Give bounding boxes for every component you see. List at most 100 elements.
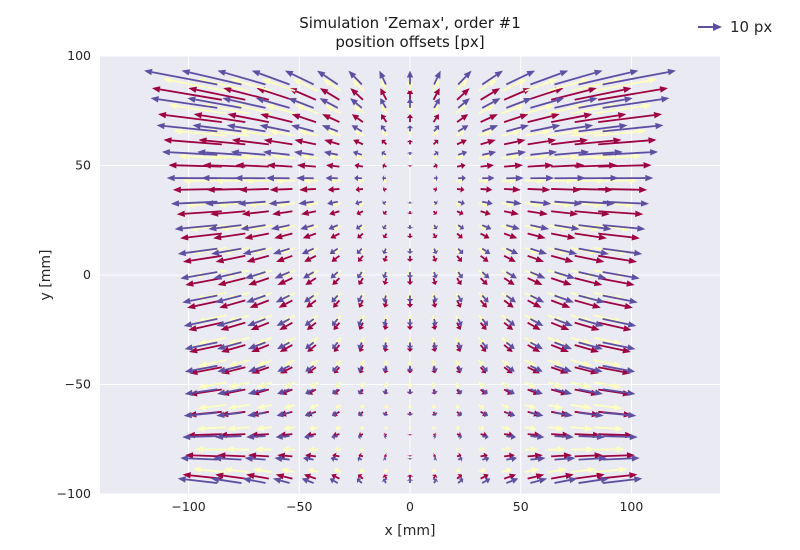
vector-head <box>557 446 566 453</box>
vector-shaft <box>245 200 266 205</box>
vector-head <box>456 468 461 474</box>
vector-head <box>275 473 285 480</box>
vector-head <box>247 388 257 396</box>
vector-shaft <box>226 299 246 307</box>
vector-head <box>433 139 439 145</box>
vector-shaft <box>602 411 629 416</box>
vector-shaft <box>433 77 439 85</box>
vector-head <box>567 455 576 462</box>
vector-head <box>351 114 360 121</box>
vector-head <box>291 124 300 131</box>
vector-shaft <box>283 388 290 393</box>
vector-shaft <box>547 80 583 92</box>
vector-shaft <box>281 457 290 461</box>
vector-shaft <box>228 366 246 373</box>
vector-head <box>506 467 512 474</box>
vector-head <box>563 343 573 350</box>
vector-shaft <box>598 388 624 395</box>
vector-head <box>188 86 197 93</box>
vector-head <box>217 389 226 396</box>
vector-shaft <box>383 108 388 114</box>
vector-head <box>163 77 172 84</box>
vector-head <box>206 186 215 193</box>
vector-shaft <box>158 98 218 109</box>
vector-head <box>434 150 439 156</box>
vector-head <box>460 186 465 193</box>
vector-shaft <box>574 88 624 101</box>
vector-shaft <box>527 433 535 436</box>
vector-shaft <box>335 366 341 371</box>
vector-head <box>458 130 466 137</box>
x-tick-label: 0 <box>406 499 414 514</box>
vector-head <box>274 233 283 240</box>
vector-shaft <box>313 359 319 364</box>
vector-shaft <box>433 165 436 168</box>
vector-shaft <box>457 457 461 461</box>
vector-head <box>483 272 490 279</box>
vector-shaft <box>259 247 273 252</box>
vector-head <box>406 139 414 143</box>
vector-head <box>170 200 180 207</box>
vector-shaft <box>432 337 435 342</box>
vector-shaft <box>334 365 339 370</box>
vector-head <box>433 456 438 462</box>
vector-head <box>486 186 493 193</box>
vector-shaft <box>204 426 227 430</box>
vector-shaft <box>307 479 314 484</box>
vector-head <box>198 137 207 144</box>
vector-head <box>321 125 331 132</box>
vector-shaft <box>479 366 485 371</box>
vector-shaft <box>223 254 246 262</box>
vector-head <box>193 112 203 119</box>
vector-head <box>528 381 536 388</box>
vector-shaft <box>432 210 436 214</box>
vector-shaft <box>574 277 595 284</box>
vector-shaft <box>547 130 574 137</box>
vector-head <box>406 125 414 129</box>
vector-shaft <box>359 412 363 415</box>
vector-shaft <box>529 294 538 300</box>
vector-head <box>481 301 487 308</box>
vector-shaft <box>505 271 513 277</box>
vector-head <box>431 390 438 395</box>
vector-head <box>460 162 466 170</box>
vector-shaft <box>355 92 364 101</box>
vector-shaft <box>276 131 296 137</box>
vector-shaft <box>280 247 290 253</box>
vector-shaft <box>308 411 314 416</box>
vector-shaft <box>310 454 316 458</box>
vector-head <box>629 297 638 305</box>
vector-head <box>228 382 237 389</box>
vector-head <box>201 174 210 182</box>
vector-shaft <box>457 127 464 133</box>
vector-shaft <box>196 88 246 101</box>
vector-head <box>595 257 605 264</box>
vector-shaft <box>258 72 290 86</box>
vector-shaft <box>574 139 614 146</box>
vector-shaft <box>336 388 341 393</box>
vector-shaft <box>456 117 464 123</box>
vector-head <box>431 303 438 308</box>
vector-head <box>616 446 625 453</box>
vector-head <box>571 224 580 232</box>
vector-head <box>251 70 261 77</box>
vector-shaft <box>383 84 388 92</box>
vector-shaft <box>598 88 661 101</box>
vector-shaft <box>295 100 315 109</box>
vector-shaft <box>457 341 461 347</box>
vector-shaft <box>432 292 435 297</box>
vector-shaft <box>308 294 315 300</box>
vector-shaft <box>503 277 510 283</box>
vector-shaft <box>547 469 560 473</box>
vector-head <box>483 233 490 239</box>
vector-shaft <box>455 156 461 160</box>
vector-shaft <box>570 155 602 160</box>
vector-head <box>308 467 314 474</box>
vector-shaft <box>478 359 483 364</box>
vector-head <box>382 456 387 462</box>
vector-shaft <box>455 224 460 229</box>
vector-head <box>536 411 544 418</box>
vector-shaft <box>432 84 437 92</box>
vector-head <box>431 425 437 431</box>
vector-shaft <box>481 101 494 109</box>
